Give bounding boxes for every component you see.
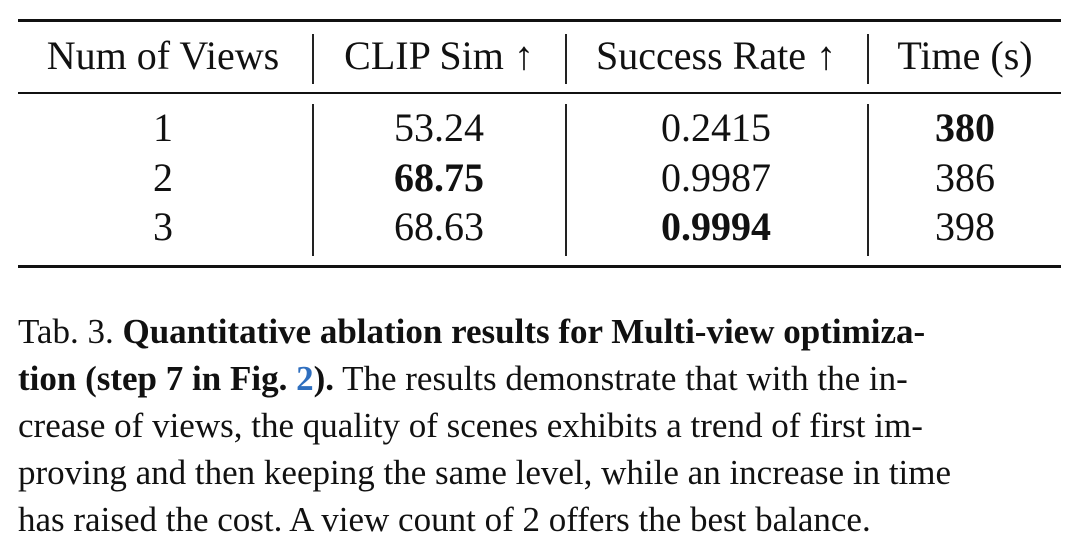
caption-text: The results demonstrate that with the in… — [342, 359, 908, 398]
body-separator — [867, 104, 869, 256]
table-bottom-rule — [18, 265, 1061, 268]
caption-label: Tab. 3. — [18, 312, 114, 351]
caption-line: has raised the cost. A view count of 2 o… — [18, 500, 871, 539]
cell-time: 380 — [935, 105, 995, 150]
cell-success-rate: 0.9994 — [661, 204, 771, 249]
caption-bold-text: ). — [313, 359, 334, 398]
caption-line: proving and then keeping the same level,… — [18, 453, 952, 492]
cell-time: 386 — [935, 155, 995, 200]
header-separator — [565, 34, 567, 84]
cell-success-rate: 0.9987 — [661, 155, 771, 200]
cell-num-views: 3 — [153, 204, 173, 249]
cell-time: 398 — [935, 204, 995, 249]
caption-bold-title: tion (step 7 in Fig. 2). — [18, 359, 334, 398]
figure-reference-link[interactable]: 2 — [296, 359, 314, 398]
body-separator — [312, 104, 314, 256]
caption-bold-text: tion (step 7 in Fig. — [18, 359, 288, 398]
cell-num-views: 2 — [153, 155, 173, 200]
header-separator — [312, 34, 314, 84]
cell-success-rate: 0.2415 — [661, 105, 771, 150]
header-time: Time (s) — [897, 33, 1033, 78]
cell-clip-sim: 68.75 — [394, 155, 484, 200]
caption-line: crease of views, the quality of scenes e… — [18, 406, 923, 445]
caption-bold-title: Quantitative ablation results for Multi-… — [122, 312, 926, 351]
table-caption: Tab. 3. Quantitative ablation results fo… — [18, 308, 1063, 543]
table-top-rule — [18, 19, 1061, 22]
table-header-rule — [18, 92, 1061, 94]
cell-clip-sim: 53.24 — [394, 105, 484, 150]
header-separator — [867, 34, 869, 84]
header-success-rate: Success Rate ↑ — [596, 33, 836, 78]
caption-line: Tab. 3. Quantitative ablation results fo… — [18, 308, 1063, 355]
cell-clip-sim: 68.63 — [394, 204, 484, 249]
caption-line: tion (step 7 in Fig. 2). The results dem… — [18, 355, 1063, 402]
header-num-views: Num of Views — [46, 33, 280, 78]
body-separator — [565, 104, 567, 256]
header-clip-sim: CLIP Sim ↑ — [344, 33, 534, 78]
cell-num-views: 1 — [153, 105, 173, 150]
